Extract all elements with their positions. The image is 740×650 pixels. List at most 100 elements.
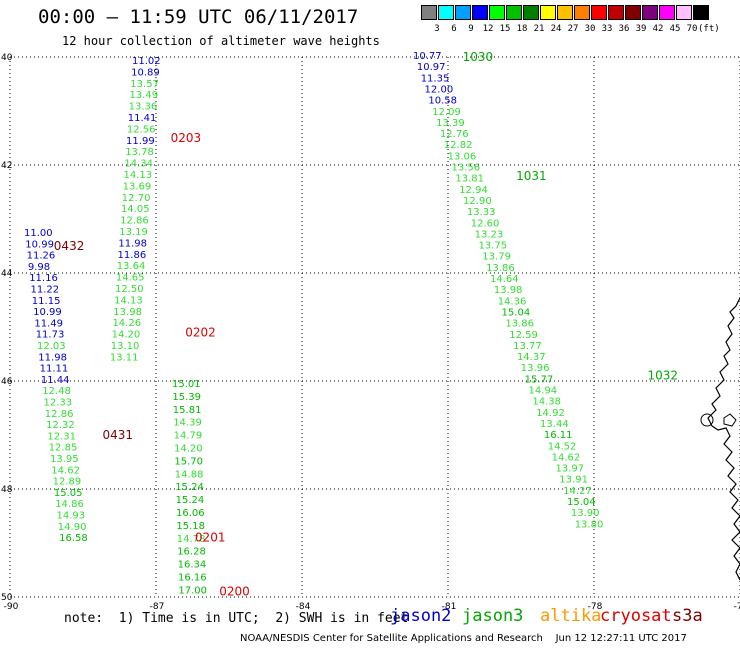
page-subtitle: 12 hour collection of altimeter wave hei… [62,34,380,48]
wave-height-value: 13.96 [521,363,550,374]
legend-swatch [591,5,607,20]
wave-height-value: 13.39 [436,118,465,129]
wave-height-value: 14.13 [124,170,153,181]
legend-label: 42 [652,24,664,34]
legend-swatch [608,5,624,20]
wave-height-value: 13.77 [513,341,542,352]
wave-height-value: 14.13 [114,295,143,306]
wave-height-value: 10.77 [413,51,442,62]
wave-height-value: 15.04 [567,497,596,508]
wave-height-value: 13.44 [540,419,569,430]
legend-label: 45 [669,24,681,34]
axis-labels: -90-87-84-81-78-75404244464850 [1,53,740,612]
wave-height-value: 15.81 [173,405,202,416]
wave-height-value: 14.90 [58,522,87,533]
legend-label: 21 [533,24,545,34]
island-outline [723,413,737,427]
legend-swatch [693,5,709,20]
satellite-legend-s3a: s3a [672,606,703,626]
legend-label: 12 [482,24,494,34]
legend-swatch [642,5,658,20]
pass-time-label: 0200 [219,585,250,599]
wave-height-value: 13.36 [129,102,158,113]
wave-height-value: 15.01 [172,379,201,390]
wave-height-value: 14.38 [532,397,561,408]
lon-tick-label: -75 [734,602,740,612]
wave-height-value: 13.10 [111,341,140,352]
wave-height-value: 13.95 [50,454,79,465]
wave-height-value: 13.98 [113,307,142,318]
wave-height-value: 11.99 [126,136,155,147]
wave-height-value: 14.37 [517,352,546,363]
legend-label: 39 [635,24,647,34]
wave-height-value: 12.89 [53,477,82,488]
legend-label: 33 [601,24,613,34]
wave-height-value: 14.78 [177,534,206,545]
satellite-legend-altika: altika [540,606,602,626]
legend-label: 24 [550,24,562,34]
wave-height-value: 12.31 [47,431,76,442]
legend-swatch [489,5,505,20]
wave-height-value: 11.98 [118,238,147,249]
wave-height-value: 12.86 [120,216,149,227]
satellite-legend-cryosat: cryosat [600,606,672,626]
wave-height-value: 13.98 [494,285,523,296]
wave-height-value: 11.49 [34,318,63,329]
wave-height-value: 12.94 [459,185,488,196]
wave-height-value: 12.03 [37,341,66,352]
lat-tick-label: 42 [1,161,12,171]
legend-swatch [506,5,522,20]
wave-height-value: 15.39 [172,392,201,403]
wave-height-value: 13.80 [575,519,604,530]
wave-height-value: 11.15 [32,296,61,307]
wave-height-value: 10.99 [33,307,62,318]
lat-tick-label: 50 [1,593,13,603]
wave-height-value: 14.52 [548,441,577,452]
wave-height-value: 12.60 [471,218,500,229]
legend-swatch [625,5,641,20]
wave-height-value: 15.24 [175,482,204,493]
wave-height-value: 12.00 [425,84,454,95]
pass-time-label: 1031 [516,169,547,183]
wave-height-value: 13.49 [129,90,158,101]
wave-height-value: 13.86 [486,263,515,274]
wave-height-value: 13.64 [117,261,146,272]
wave-height-value: 12.85 [49,443,78,454]
pass-time-label: 1030 [463,50,494,64]
legend-swatch [557,5,573,20]
wave-height-value: 14.20 [112,330,141,341]
wave-height-value: 11.98 [38,352,67,363]
wave-height-value: 14.27 [563,486,592,497]
wave-height-value: 11.02 [132,56,161,67]
wave-height-value: 13.75 [478,241,507,252]
wave-height-value: 15.04 [502,307,531,318]
wave-height-value: 15.05 [54,488,83,499]
legend-label: 3 [434,24,440,34]
wave-height-value: 12.70 [122,193,151,204]
legend-unit: (ft) [698,24,720,34]
legend-swatch [455,5,471,20]
satellite-legend-jason2: jason2 [390,606,452,626]
wave-height-value: 13.11 [110,352,139,363]
wave-height-value: 14.26 [112,318,141,329]
pass-time-label: 0431 [102,428,133,442]
wave-height-value: 12.09 [432,107,461,118]
legend-label: 27 [567,24,579,34]
wave-height-value: 11.11 [40,364,69,375]
wave-height-value: 11.22 [31,285,60,296]
wave-height-value: 13.90 [571,508,600,519]
footer-note: note: 1) Time is in UTC; 2) SWH is in fe… [64,611,409,626]
wave-height-value: 14.88 [175,469,204,480]
legend-label: 15 [499,24,511,34]
wave-height-value: 14.92 [536,408,565,419]
wave-height-value: 14.34 [124,159,153,170]
wave-height-value: 16.58 [59,533,88,544]
wave-height-value: 13.19 [119,227,148,238]
satellite-legend-jason3: jason3 [462,606,524,626]
wave-height-value: 14.62 [552,452,581,463]
wave-height-value: 14.64 [490,274,519,285]
lat-tick-label: 40 [1,53,13,63]
wave-height-value: 16.28 [177,547,206,558]
